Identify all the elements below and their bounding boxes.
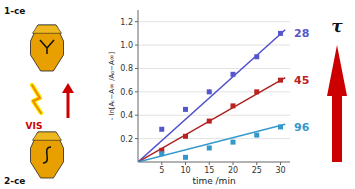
lightning [32,85,41,113]
crystal-face [32,132,61,140]
y-tick-label: 0.6 [120,88,133,97]
x-tick-label: 10 [180,166,190,175]
fit-line [138,78,285,162]
big-arrow [327,45,347,162]
point [183,155,188,160]
y-tick-label: 0.4 [120,111,133,120]
point [207,145,212,150]
series-label: 45 [294,74,309,87]
symbol [40,40,54,54]
grid-line [138,91,290,92]
x-tick-label: 20 [228,166,238,175]
point [183,134,188,139]
point [254,133,259,138]
point [159,127,164,132]
grid-line [138,21,290,22]
series-label: 28 [294,27,309,40]
arrow [67,92,70,118]
x-tick-label: 5 [159,166,164,175]
grid-line [138,68,290,69]
y-axis-label: - ln[Aₜ−A∞ /A₀−A∞] [108,51,116,120]
annotation: 2-ce [4,176,25,186]
x-tick-label: 30 [275,166,285,175]
marks [138,30,285,162]
arrow-head [62,83,74,93]
point [159,151,164,156]
crystal [31,25,64,71]
point [207,119,212,124]
point [278,78,283,83]
fit-line [138,30,285,162]
y-axis [138,10,139,162]
x-tick-label: 25 [252,166,262,175]
x-tick-label: 15 [204,166,214,175]
annotation: VIS [26,121,43,131]
x-axis-label: time /min [192,176,235,186]
point [183,107,188,112]
point [278,31,283,36]
point [254,89,259,94]
point [231,140,236,145]
crystal [31,132,64,178]
grid-line [138,115,290,116]
crystal-face [32,25,61,33]
point [231,72,236,77]
series-label: 96 [294,121,310,134]
chart: 0.2 0.4 0.6 0.8 1.0 1.2 5 10 15 20 25 30 time /min - … [0,0,355,189]
y-tick-label: 0.8 [120,64,133,73]
annotation: τ [331,16,343,36]
x-axis [138,162,290,163]
point [254,54,259,59]
lightning [32,85,41,113]
y-tick-label: 1.2 [120,18,133,27]
point [207,89,212,94]
grid-line [138,138,290,139]
fit-line [138,124,285,162]
annotation: 1-ce [4,6,25,16]
symbol [43,147,51,163]
point [231,103,236,108]
y-tick-label: 1.0 [120,41,133,50]
y-tick-label: 0.2 [120,135,133,144]
point [278,124,283,129]
